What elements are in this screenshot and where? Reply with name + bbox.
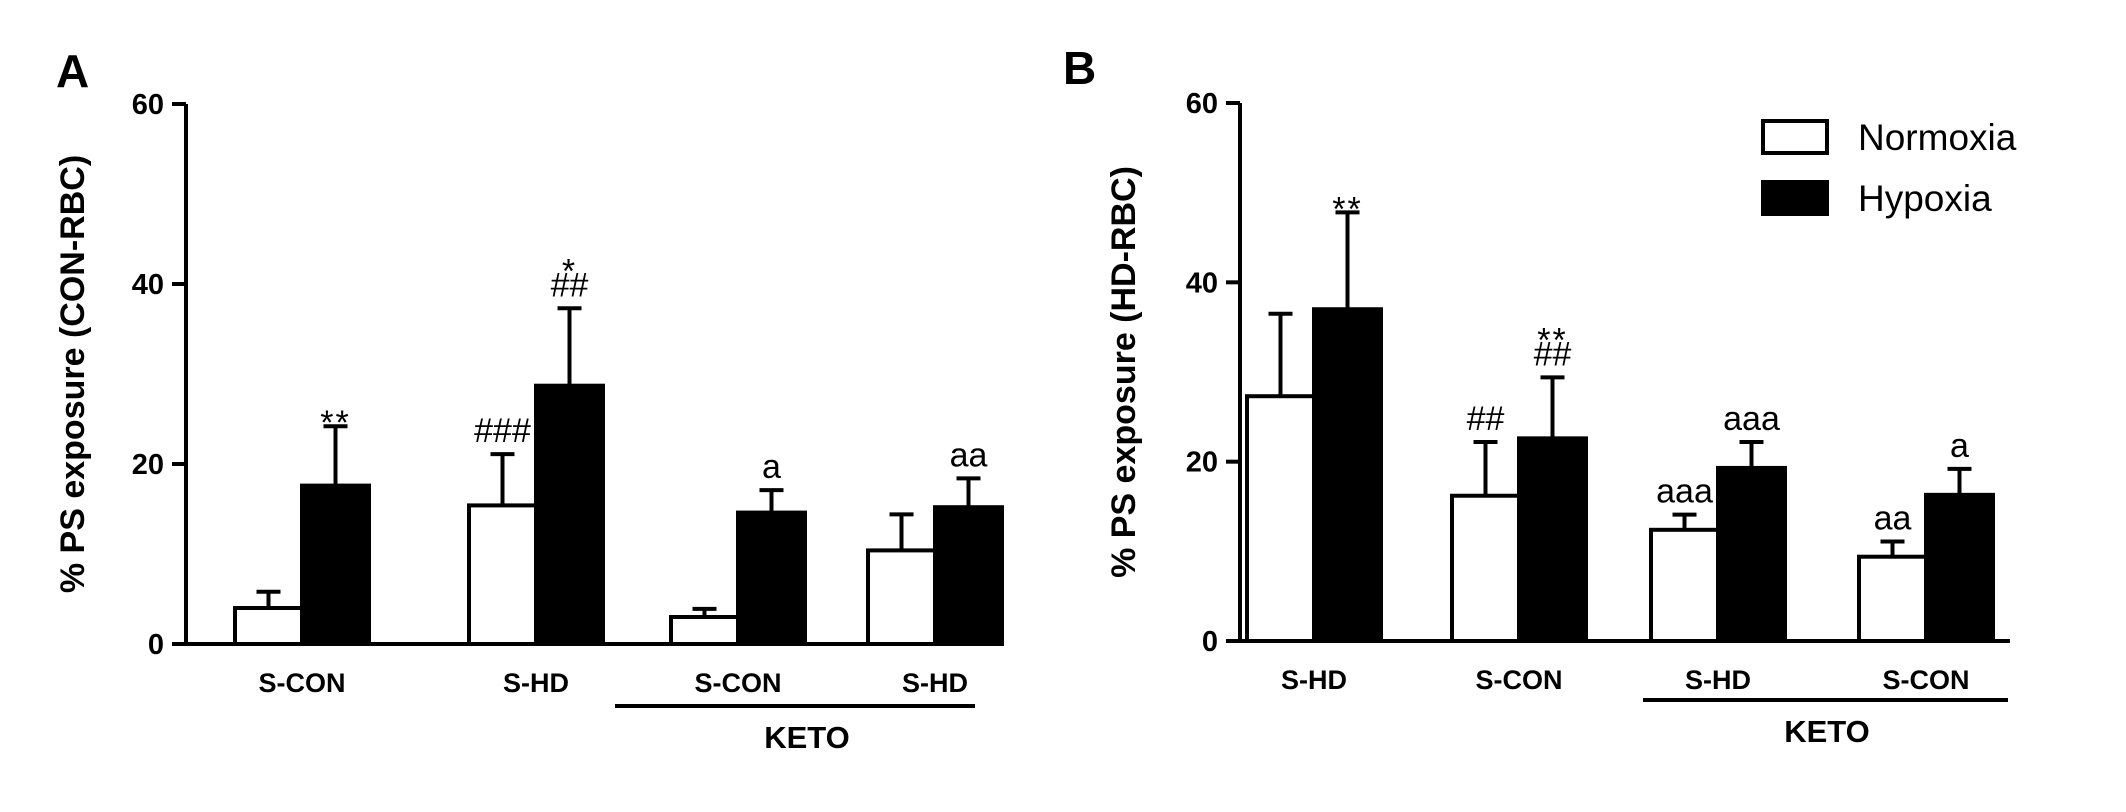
significance-marker: aaa xyxy=(1723,400,1780,438)
panel-label: B xyxy=(1063,42,1096,94)
significance-marker: aa xyxy=(950,436,988,474)
y-tick-label: 60 xyxy=(1186,88,1218,120)
legend-swatch-normoxia xyxy=(1761,119,1829,155)
bar-hypoxia xyxy=(933,505,1004,647)
legend-label: Normoxia xyxy=(1858,117,2017,158)
bar-normoxia xyxy=(1450,493,1521,643)
significance-marker: aa xyxy=(1874,499,1912,537)
y-tick-label: 0 xyxy=(1202,626,1218,658)
significance-marker: ## xyxy=(1534,335,1572,373)
x-tick-label: S-HD xyxy=(1281,665,1347,695)
significance-marker: ## xyxy=(551,266,589,304)
bar-normoxia xyxy=(669,615,740,646)
bar-hypoxia xyxy=(1517,436,1588,643)
significance-marker: ** xyxy=(320,404,350,442)
y-tick-label: 40 xyxy=(132,269,164,301)
panel-b-chart: B 0 20 40 60 % PS exposure (HD-RBC) S-HD S-CON S… xyxy=(1063,42,2010,749)
panel-a-chart: A 0 20 40 60 % PS exposure (CON-RBC) S-CON S-HD… xyxy=(54,45,1004,755)
x-tick-label: S-CON xyxy=(259,668,346,698)
significance-marker: ## xyxy=(1467,400,1505,438)
group-label: KETO xyxy=(1784,714,1870,749)
significance-marker: ** xyxy=(1332,190,1362,228)
significance-marker: * xyxy=(562,252,577,290)
y-axis-title: % PS exposure (CON-RBC) xyxy=(54,155,92,593)
significance-marker: ### xyxy=(474,412,531,450)
bar-hypoxia xyxy=(534,383,605,646)
bar-normoxia xyxy=(866,548,937,647)
x-tick-label: S-HD xyxy=(902,668,968,698)
bar-normoxia xyxy=(1245,394,1316,643)
bar-normoxia xyxy=(233,606,304,646)
y-tick-label: 60 xyxy=(132,89,164,121)
x-tick-label: S-CON xyxy=(1883,665,1970,695)
panel-label: A xyxy=(56,45,89,97)
bar-hypoxia xyxy=(736,510,807,646)
y-tick-label: 0 xyxy=(148,629,164,661)
bar-hypoxia xyxy=(300,483,371,646)
y-axis-title: % PS exposure (HD-RBC) xyxy=(1105,166,1143,578)
bar-hypoxia xyxy=(1924,492,1995,643)
bar-hypoxia xyxy=(1312,307,1383,643)
bar-normoxia xyxy=(1649,527,1720,644)
legend: Normoxia Hypoxia xyxy=(1761,117,2017,219)
significance-marker: a xyxy=(1950,427,1969,465)
y-tick-label: 40 xyxy=(1186,267,1218,299)
x-tick-label: S-CON xyxy=(695,668,782,698)
x-tick-label: S-CON xyxy=(1476,665,1563,695)
significance-marker: ** xyxy=(1537,321,1567,359)
bar-normoxia xyxy=(1857,554,1928,643)
y-tick-label: 20 xyxy=(132,449,164,481)
y-tick-label: 20 xyxy=(1186,447,1218,479)
x-tick-label: S-HD xyxy=(1685,665,1751,695)
bar-hypoxia xyxy=(1716,465,1787,643)
legend-swatch-hypoxia xyxy=(1761,180,1829,216)
significance-marker: a xyxy=(762,448,781,486)
legend-label: Hypoxia xyxy=(1858,178,1992,219)
significance-marker: aaa xyxy=(1656,473,1713,511)
bar-normoxia xyxy=(467,503,538,646)
group-label: KETO xyxy=(764,720,850,755)
x-tick-label: S-HD xyxy=(503,668,569,698)
